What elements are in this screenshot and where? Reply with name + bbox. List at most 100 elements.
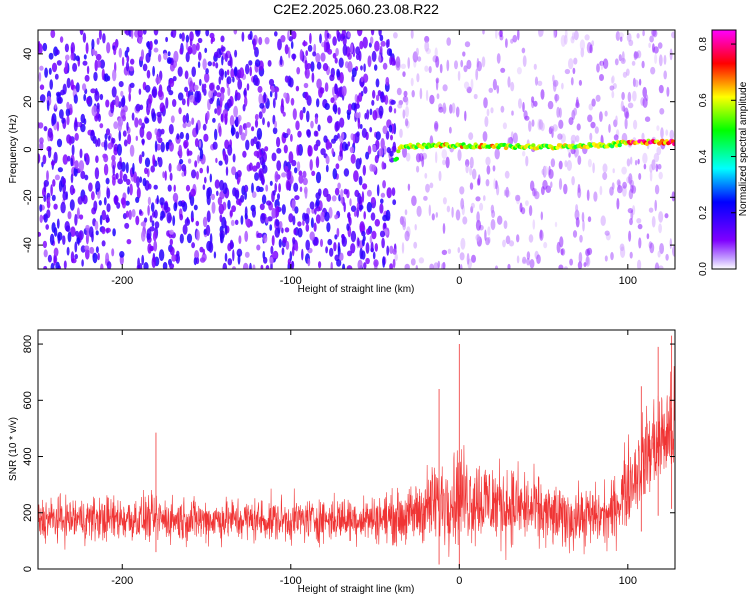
spectrogram-cell	[238, 235, 242, 245]
spectrogram-cell	[370, 197, 376, 203]
colorbar-gradient	[711, 29, 737, 270]
spectrogram-cell	[222, 262, 228, 269]
spectrogram-cell	[564, 68, 571, 75]
spectrogram-cell	[554, 221, 558, 228]
spectrogram-cell	[303, 82, 309, 89]
spectrogram-cell	[425, 89, 429, 102]
spectrogram-cell	[313, 144, 319, 151]
spectrogram-cell	[254, 119, 259, 128]
spectrogram-cell	[335, 163, 340, 170]
spectrogram-cell	[250, 138, 255, 147]
spectrogram-cell	[193, 257, 197, 266]
spectrogram-cell	[122, 173, 128, 182]
spectrogram-cell	[214, 108, 218, 114]
spectrogram-cell	[136, 187, 141, 199]
spectrogram-cell	[451, 206, 454, 218]
spectrogram-cell	[168, 124, 174, 135]
spectrogram-cell	[94, 220, 99, 231]
spectrogram-cell	[373, 259, 379, 267]
spectrogram-cell	[320, 211, 325, 223]
spectrogram-cell	[218, 125, 222, 137]
x-tick-label: -200	[111, 275, 133, 287]
spectrogram-cell	[176, 133, 180, 140]
spectrogram-cell	[521, 258, 527, 265]
spectrogram-cell	[585, 256, 591, 267]
spectrogram-cell	[483, 97, 488, 109]
spectrogram-cell	[304, 67, 310, 79]
spectrogram-cell	[327, 238, 333, 246]
spectrogram-cell	[208, 89, 214, 99]
spectrogram-cell	[237, 79, 243, 90]
spectrogram-cell	[99, 214, 103, 226]
spectrogram-cell	[627, 102, 634, 109]
spectrogram-cell	[70, 157, 74, 167]
spectrogram-cell	[341, 236, 347, 247]
spectrogram-cell	[236, 248, 243, 257]
spectrogram-cell	[94, 167, 100, 180]
spectrogram-cell	[104, 133, 108, 140]
spectrogram-cell	[370, 212, 376, 221]
spectrogram-cell	[441, 149, 448, 160]
spectrogram-cell	[274, 89, 278, 101]
spectrogram-cell	[658, 54, 663, 67]
spectrogram-cell	[259, 103, 265, 109]
spectrogram-cell	[162, 261, 168, 269]
spectrogram-cell	[259, 156, 265, 166]
spectrogram-cell	[618, 54, 622, 62]
spectrogram-cell	[331, 195, 337, 202]
spectrogram-cell	[147, 41, 151, 50]
spectrogram-cell	[476, 233, 480, 243]
spectrogram-cell	[146, 69, 151, 79]
spectrogram-cell	[347, 103, 353, 112]
spectrogram-cell	[62, 154, 68, 165]
spectrogram-cell	[218, 76, 222, 85]
spectrogram-cell	[314, 207, 317, 215]
spectrogram-cell	[460, 237, 466, 250]
spectrogram-cell	[135, 135, 138, 141]
spectrogram-cell	[121, 95, 126, 107]
spectrogram-cell	[389, 245, 394, 254]
spectrogram-cell	[274, 120, 277, 129]
spectrogram-cell	[191, 66, 196, 78]
spectrogram-cell	[309, 32, 312, 45]
spectrogram-cell	[70, 226, 76, 237]
spectrogram-cell	[642, 86, 647, 98]
spectrogram-cell	[111, 137, 116, 144]
spectrogram-cell	[256, 185, 261, 193]
spectrogram-cell	[232, 76, 235, 83]
spectrogram-cell	[626, 32, 632, 42]
spectrogram-cell	[634, 79, 639, 88]
spectrogram-cell	[262, 117, 265, 126]
spectrogram-cell	[548, 165, 551, 176]
spectrogram-cell	[159, 197, 165, 206]
spectrogram-cell	[583, 262, 587, 268]
spectrogram-cell	[171, 30, 177, 39]
spectrogram-cell	[488, 87, 494, 93]
spectrogram-cell	[265, 184, 269, 192]
spectrogram-cell	[396, 87, 402, 96]
spectrogram-cell	[67, 231, 72, 243]
spectrogram-cell	[418, 152, 424, 162]
spectrogram-cell	[619, 36, 623, 42]
spectrogram-cell	[471, 254, 476, 263]
spectrogram-cell	[110, 101, 115, 109]
spectrogram-cell	[331, 148, 335, 155]
spectrogram-cell	[126, 121, 129, 131]
spectrogram-cell	[153, 30, 159, 36]
spectrogram-cell	[655, 163, 659, 172]
spectrogram-cell	[66, 77, 71, 89]
spectrogram-cell	[117, 161, 123, 170]
spectrogram-cell	[305, 50, 309, 57]
spectrogram-cell	[184, 86, 189, 93]
spectrogram-cell	[55, 49, 60, 56]
spectrogram-cell	[270, 245, 274, 255]
spectrogram-cell	[587, 114, 593, 123]
spectrogram-cell	[191, 169, 197, 179]
spectrogram-cell	[251, 207, 256, 218]
spectrogram-cell	[362, 235, 366, 242]
spectrogram-cell	[307, 258, 311, 267]
spectrogram-cell	[82, 83, 87, 91]
spectrogram-cell	[370, 30, 375, 36]
spectrogram-cell	[169, 229, 174, 235]
